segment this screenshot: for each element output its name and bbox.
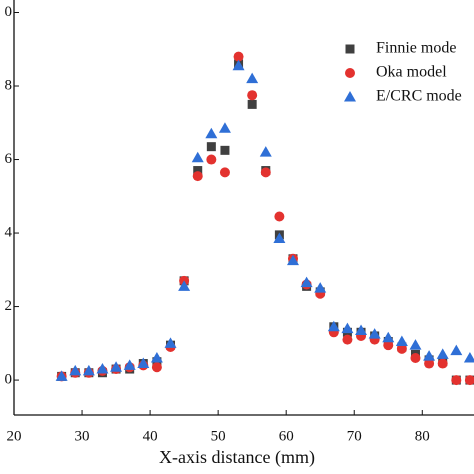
data-point [96,363,109,374]
data-point [220,145,230,155]
data-point [123,359,136,370]
data-point [206,142,216,152]
data-point [396,343,407,354]
data-point [82,364,95,376]
data-point [206,154,217,165]
x-tick-label: 40 [143,428,158,444]
data-point [110,361,123,372]
data-point [233,51,244,62]
data-point [205,127,218,139]
data-point [383,340,394,351]
legend-label: Oka model [376,64,447,81]
data-point [150,352,163,363]
data-point [219,167,230,178]
legend-label: E/CRC mode [376,88,462,105]
data-point [191,151,204,163]
data-point [423,350,436,361]
data-point [382,331,395,343]
data-point [232,59,245,71]
data-point [437,358,448,369]
data-point [247,90,258,101]
data-point [342,334,353,345]
x-tick-label: 80 [415,428,430,444]
data-point [395,335,408,346]
data-point [436,348,449,359]
data-point [327,320,340,332]
legend-marker [344,91,356,102]
legend-marker [345,68,355,78]
x-tick-label: 70 [347,428,362,444]
data-point [178,280,191,291]
data-point [286,254,299,266]
data-point [424,358,435,369]
x-tick-label: 50 [211,428,226,444]
x-tick-label: 20 [7,428,22,444]
x-axis-label: X-axis distance (mm) [159,447,315,468]
data-point [463,352,474,363]
data-point [55,370,68,381]
x-tick-label: 30 [75,428,90,444]
y-tick-label: 0 [5,4,13,20]
y-tick-label: 8 [5,77,13,93]
data-point [341,322,354,334]
y-tick-label: 2 [5,298,13,314]
y-tick-label: 6 [5,151,13,167]
data-point [314,282,327,293]
data-point [274,211,285,222]
data-point [69,364,82,376]
data-point [368,328,381,339]
data-point [246,72,259,84]
data-point [193,166,203,176]
data-point [409,339,422,350]
data-point [260,167,271,178]
y-tick-label: 0 [5,372,13,388]
legend-marker [345,44,355,54]
data-point [410,353,421,364]
data-point [464,375,474,386]
data-point [300,276,313,288]
y-tick-label: 4 [5,224,13,240]
data-point [259,146,272,157]
data-point [247,99,257,109]
data-point [273,232,286,244]
data-point [218,122,231,133]
x-tick-label: 60 [279,428,294,444]
data-point [137,357,150,369]
data-point [192,171,203,182]
legend-label: Finnie mode [376,40,456,57]
data-point [450,344,463,356]
data-point [451,375,462,386]
data-point [151,362,162,373]
data-point [164,337,177,348]
data-point [355,324,368,335]
